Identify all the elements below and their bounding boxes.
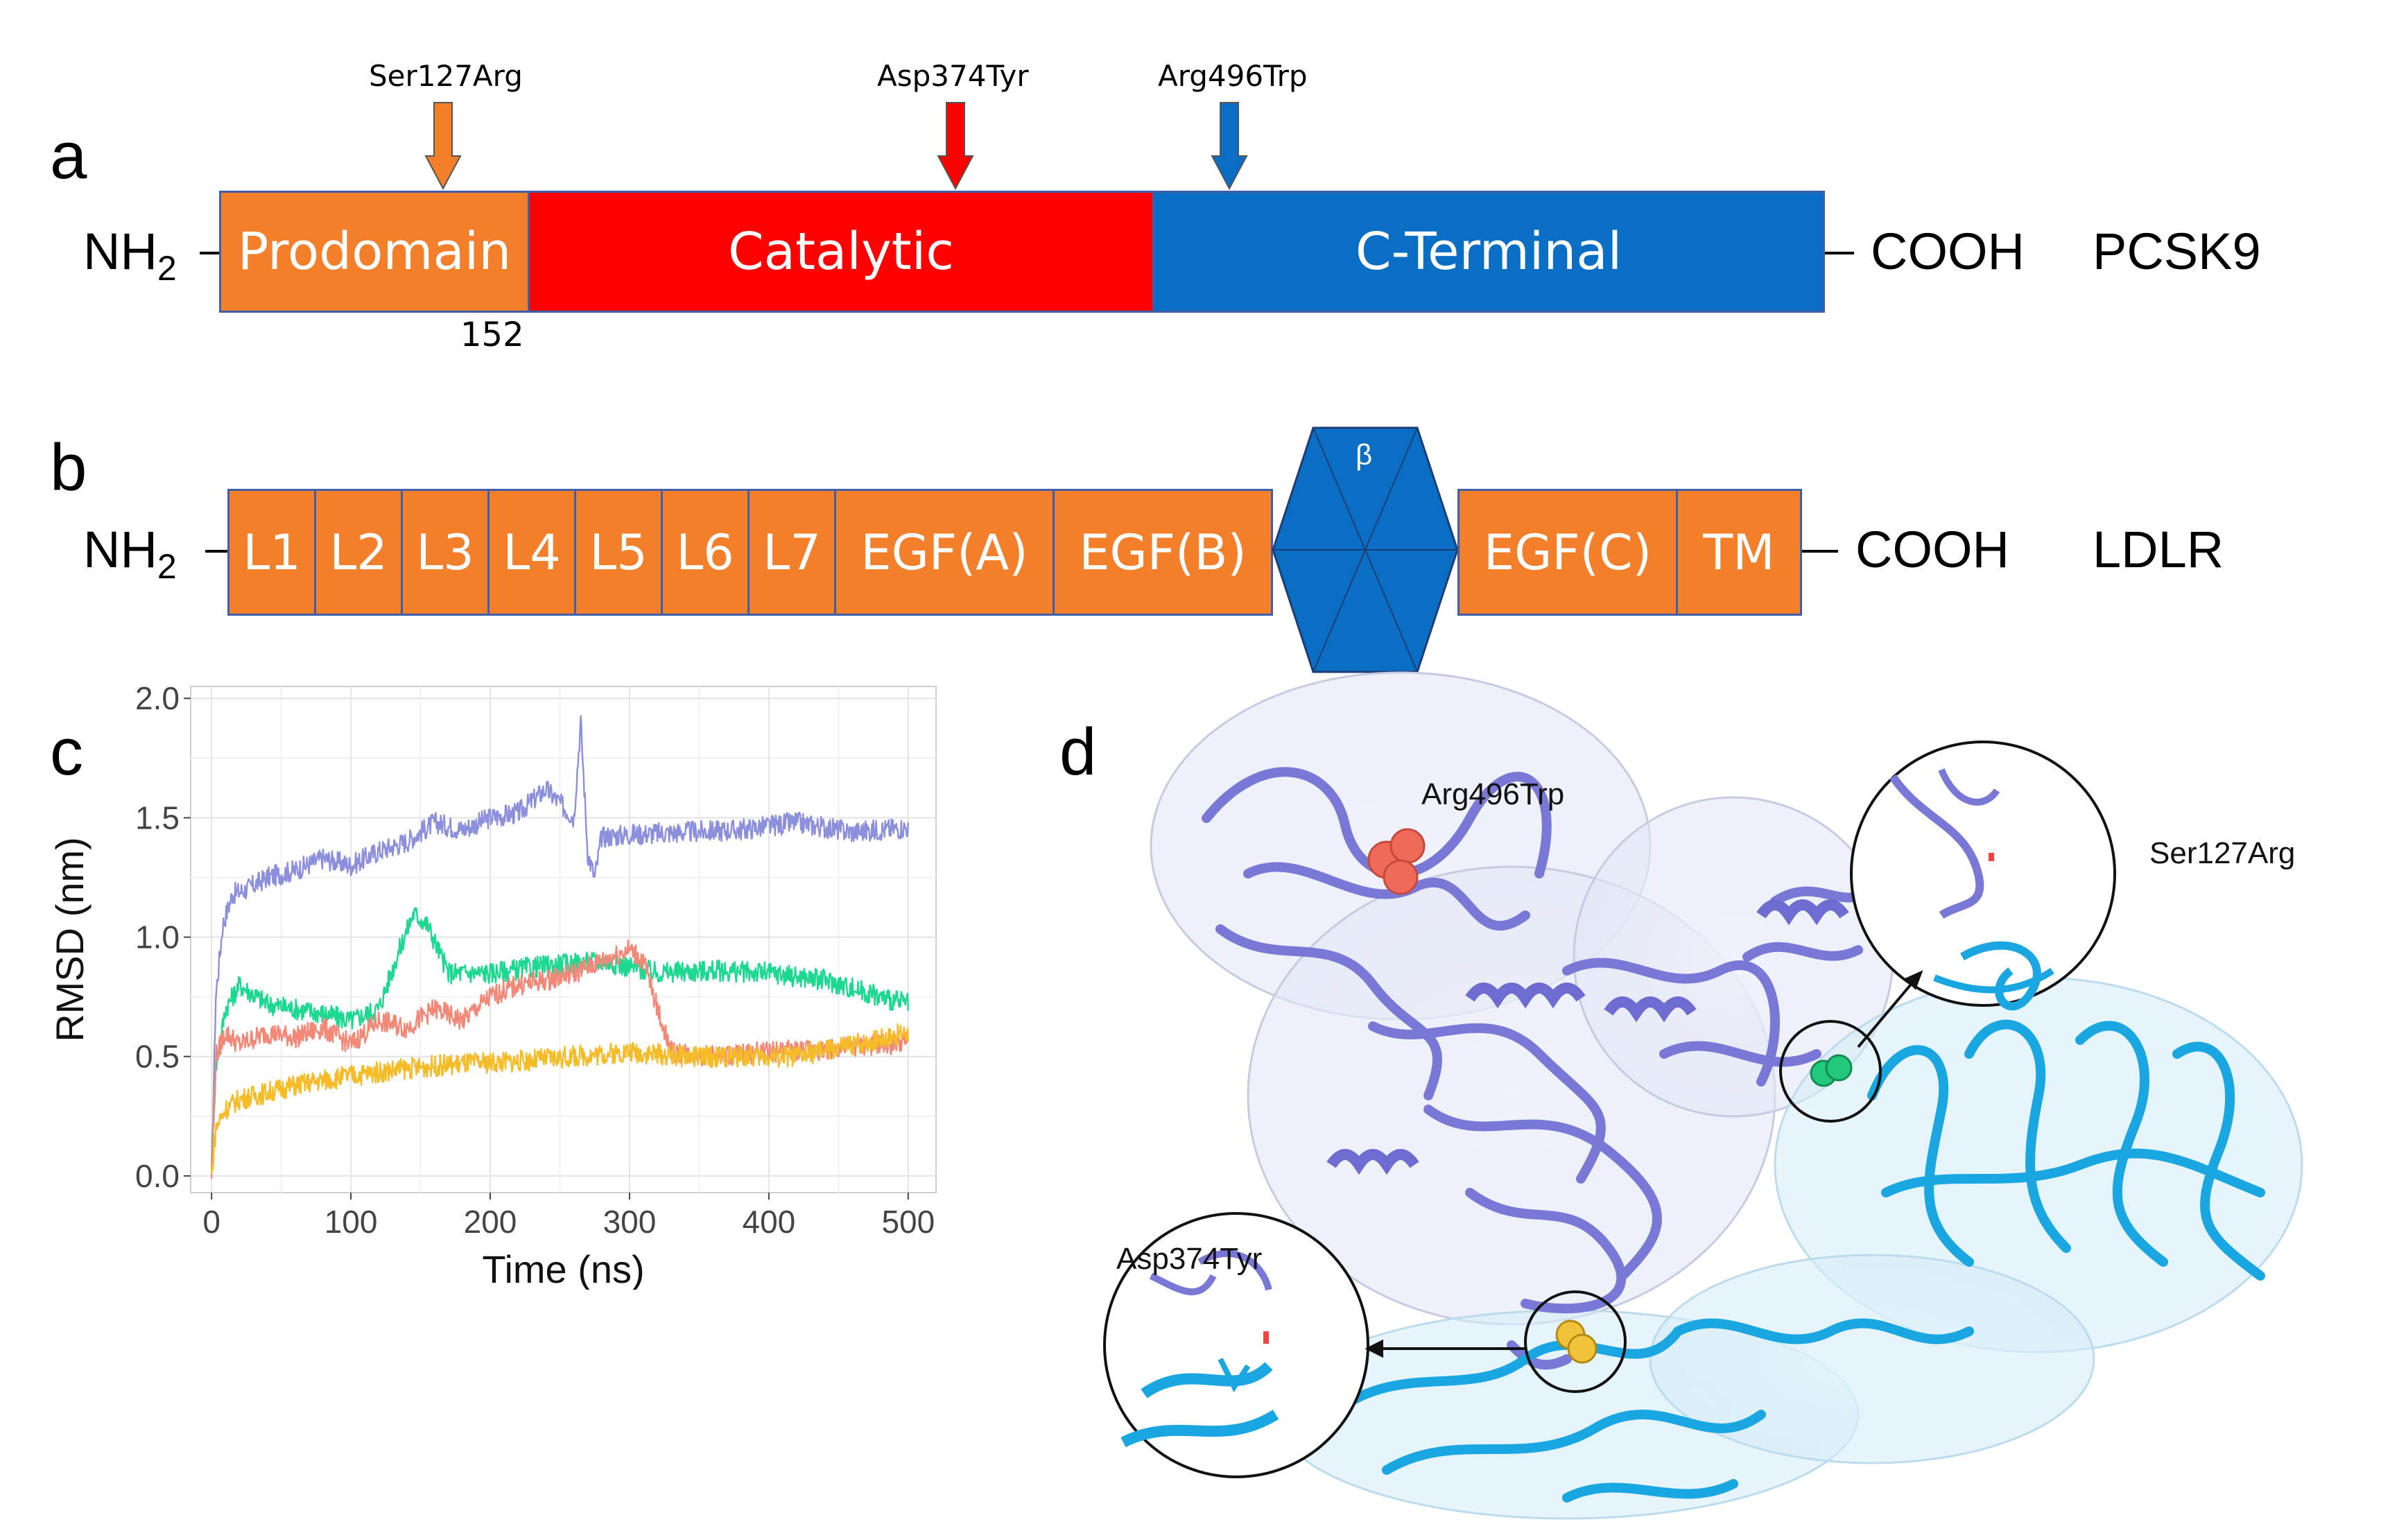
label-asp374tyr: Asp374Tyr (1116, 1242, 1262, 1276)
ser127arg-inset (1850, 741, 2116, 1011)
asp374tyr-highlight (1524, 1290, 1627, 1393)
asp374tyr-inset (1103, 1212, 1369, 1478)
arg496trp-arrow (1211, 102, 1248, 191)
prodomain-position-152: 152 (460, 315, 524, 354)
pcsk9-protein-name: PCSK9 (2093, 223, 2261, 280)
ldlr-protein-name: LDLR (2093, 521, 2224, 578)
domain-l7: L7 (747, 489, 836, 616)
domain-l2: L2 (314, 489, 403, 616)
label-ser127arg: Ser127Arg (2149, 836, 2295, 870)
x-tick-label-200: 200 (464, 1204, 517, 1240)
series-line-asp374tyr (210, 939, 909, 1179)
mutation-label-asp374tyr: Asp374Tyr (877, 59, 1029, 93)
pcsk9-helices (1326, 899, 1849, 1175)
domain-l3: L3 (401, 489, 490, 616)
x-tick-label-500: 500 (881, 1204, 935, 1240)
domain-c-terminal: C-Terminal (1152, 191, 1825, 313)
pcsk9-nterm-base: NH (83, 223, 157, 280)
asp374tyr-sphere (1555, 1320, 1598, 1364)
domain-catalytic: Catalytic (528, 191, 1154, 313)
ldlr-cterm: COOH (1855, 521, 2009, 578)
x-tick-label-100: 100 (324, 1204, 378, 1240)
y-tick-label-0.5: 0.5 (135, 1039, 180, 1075)
x-tick-label-300: 300 (603, 1204, 657, 1240)
beta-propeller: β (1272, 426, 1459, 673)
y-axis-label: RMSD (nm) (48, 837, 92, 1042)
domain-l6: L6 (661, 489, 750, 616)
label-arg496trp: Arg496Trp (1421, 777, 1564, 811)
x-tick-label-0: 0 (202, 1204, 220, 1240)
ldlr-left-connector (205, 550, 229, 553)
x-axis-label: Time (ns) (482, 1247, 644, 1290)
ser127arg-arrow (424, 102, 462, 191)
plot-area (190, 686, 937, 1193)
pcsk9-nterm-sub: 2 (157, 248, 177, 288)
domain-l4: L4 (487, 489, 576, 616)
mutation-label-ser127arg: Ser127Arg (369, 59, 523, 93)
domain-egf-a: EGF(A) (834, 489, 1055, 616)
y-tick-label-1.5: 1.5 (135, 799, 180, 836)
panel-c-letter: c (50, 715, 83, 789)
ldlr-right-connector (1802, 550, 1838, 553)
arg496trp-sphere (1367, 828, 1426, 895)
pcsk9-ribbon (1202, 767, 1877, 1370)
mutation-arrows (424, 102, 1248, 191)
ldlr-nterm-base: NH (83, 521, 157, 578)
panel-d-letter: d (1059, 715, 1097, 789)
inset-arrows (1365, 970, 1923, 1358)
panel-b-letter: b (50, 431, 87, 505)
beta-label: β (1356, 438, 1372, 471)
domain-prodomain: Prodomain (219, 191, 530, 313)
ser127arg-highlight (1779, 1020, 1882, 1123)
domain-egf-c: EGF(C) (1457, 489, 1678, 616)
ser127arg-sphere (1810, 1054, 1853, 1087)
y-tick-label-2: 2.0 (135, 680, 180, 716)
ldlr-ribbon (1326, 1019, 2265, 1503)
domain-tm: TM (1676, 489, 1802, 616)
mutation-label-arg496trp: Arg496Trp (1158, 59, 1308, 93)
series-line-ser127arg (210, 907, 909, 1173)
y-tick-label-0: 0.0 (135, 1158, 180, 1194)
ldlr-nterm: NH2 (83, 520, 177, 587)
x-tick-label-400: 400 (743, 1204, 796, 1240)
y-tick-label-1: 1.0 (135, 919, 180, 955)
pcsk9-right-connector (1825, 252, 1854, 254)
domain-l1: L1 (227, 489, 316, 616)
pcsk9-nterm: NH2 (83, 222, 177, 288)
domain-egf-b: EGF(B) (1053, 489, 1273, 616)
series-line-arg496trp (210, 1023, 909, 1174)
domain-l5: L5 (574, 489, 663, 616)
rmsd-chart: 0 100 200 300 400 500 0.0 0.5 1.0 1.5 2.0 Time (ns)… (48, 680, 937, 1290)
pcsk9-cterm: COOH (1871, 223, 2025, 280)
ldlr-nterm-sub: 2 (157, 546, 177, 586)
asp374tyr-arrow (937, 102, 974, 191)
protein-structure: Arg496Trp Ser127Arg Asp374Tyr (1103, 671, 2303, 1520)
pcsk9-left-connector (200, 252, 220, 254)
panel-a-letter: a (50, 119, 87, 193)
series-line-wt (210, 715, 909, 1168)
